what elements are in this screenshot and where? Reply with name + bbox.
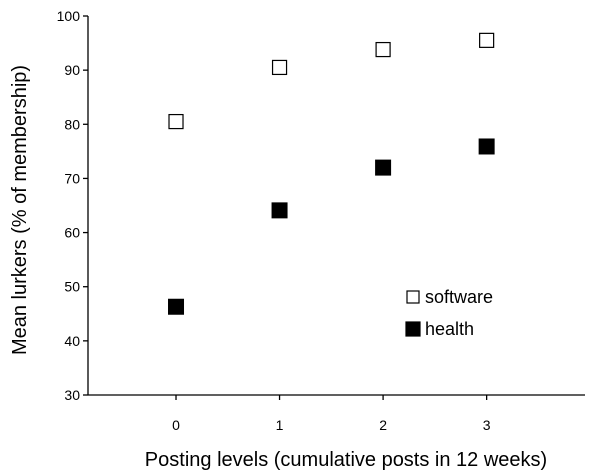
data-point-health [168, 298, 185, 315]
y-tick-label: 30 [64, 387, 80, 403]
chart-marks [168, 32, 495, 315]
legend-label-health: health [425, 319, 474, 339]
y-tick-label: 100 [57, 8, 81, 24]
data-point-health [375, 159, 392, 176]
axes: 30 40 50 60 70 80 90 100 0 1 2 3 [57, 8, 585, 433]
x-tick-label: 1 [276, 417, 284, 433]
data-point-software [168, 113, 184, 130]
x-tick-label: 2 [379, 417, 387, 433]
data-point-health [271, 202, 288, 219]
data-point-health [478, 138, 495, 155]
x-tick-label: 3 [483, 417, 491, 433]
y-tick-label: 70 [64, 170, 80, 186]
legend-label-software: software [425, 287, 493, 307]
data-point-software [375, 41, 391, 58]
x-axis-title: Posting levels (cumulative posts in 12 w… [145, 449, 547, 471]
y-tick-label: 50 [64, 279, 80, 295]
data-point-software [271, 59, 288, 76]
y-tick-label: 80 [64, 116, 80, 132]
y-axis-title: Mean lurkers (% of membership) [9, 65, 31, 355]
legend-marker-health [405, 321, 421, 337]
data-point-software [479, 32, 495, 48]
x-tick-label: 0 [172, 417, 180, 433]
y-tick-label: 40 [64, 333, 80, 349]
legend: software health [405, 287, 493, 339]
y-tick-label: 90 [64, 62, 80, 78]
legend-marker-software [406, 290, 420, 304]
y-tick-label: 60 [64, 225, 80, 241]
